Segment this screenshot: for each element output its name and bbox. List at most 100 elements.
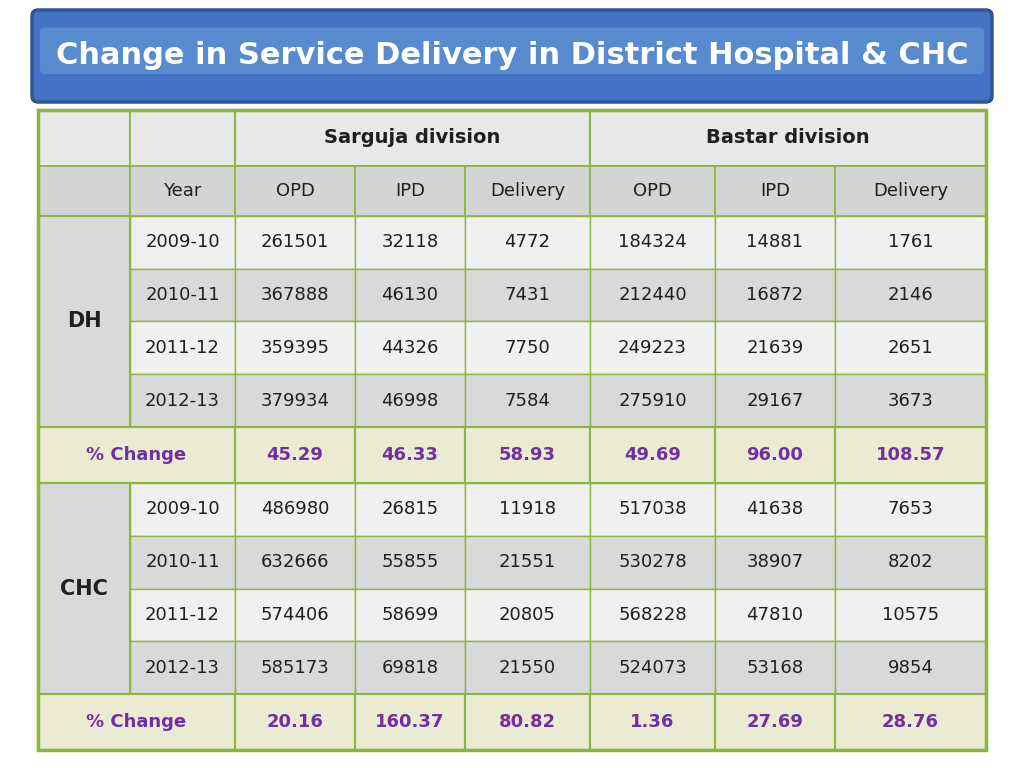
Text: 58699: 58699 [381, 606, 438, 624]
Bar [38, 110, 986, 750]
Text: 2651: 2651 [888, 339, 933, 357]
Bar [835, 322, 986, 374]
Text: 524073: 524073 [618, 659, 687, 677]
Bar [130, 588, 234, 641]
Text: 160.37: 160.37 [376, 713, 444, 731]
Text: 7653: 7653 [888, 500, 934, 518]
Text: 27.69: 27.69 [746, 713, 804, 731]
Text: 359395: 359395 [260, 339, 330, 357]
Text: 574406: 574406 [261, 606, 330, 624]
Bar [715, 374, 835, 427]
Text: 47810: 47810 [746, 606, 804, 624]
Text: 632666: 632666 [261, 553, 330, 571]
Bar [38, 588, 130, 641]
Bar [465, 269, 590, 322]
Bar [465, 374, 590, 427]
Bar [38, 483, 130, 694]
Bar [715, 216, 835, 269]
Bar [715, 427, 835, 483]
Text: IPD: IPD [760, 182, 790, 200]
Bar [590, 641, 715, 694]
Text: 379934: 379934 [260, 392, 330, 410]
Text: OPD: OPD [633, 182, 672, 200]
Text: 275910: 275910 [618, 392, 687, 410]
Text: 44326: 44326 [381, 339, 438, 357]
Text: 29167: 29167 [746, 392, 804, 410]
Bar [38, 269, 130, 322]
Bar [234, 110, 590, 166]
Bar [465, 322, 590, 374]
FancyBboxPatch shape [40, 28, 984, 74]
Bar [234, 269, 355, 322]
Text: Delivery: Delivery [489, 182, 565, 200]
Bar [38, 694, 234, 750]
Bar [590, 694, 715, 750]
Bar [835, 374, 986, 427]
Text: 2146: 2146 [888, 286, 933, 304]
Bar [715, 483, 835, 536]
Bar [590, 269, 715, 322]
Bar [465, 694, 590, 750]
Text: 4772: 4772 [505, 233, 551, 251]
Text: 46.33: 46.33 [382, 446, 438, 464]
Text: 585173: 585173 [261, 659, 330, 677]
Bar [234, 166, 355, 216]
Text: Change in Service Delivery in District Hospital & CHC: Change in Service Delivery in District H… [55, 41, 969, 71]
Bar [234, 483, 355, 536]
Bar [38, 166, 130, 216]
Bar [590, 483, 715, 536]
Bar [234, 216, 355, 269]
Text: 11918: 11918 [499, 500, 556, 518]
Bar [355, 216, 465, 269]
Text: % Change: % Change [86, 446, 186, 464]
Bar [835, 536, 986, 588]
Text: 486980: 486980 [261, 500, 329, 518]
Bar [38, 427, 234, 483]
Bar [590, 166, 715, 216]
Bar [234, 588, 355, 641]
Bar [38, 110, 130, 166]
Text: 53168: 53168 [746, 659, 804, 677]
Bar [38, 322, 130, 374]
Text: % Change: % Change [86, 713, 186, 731]
Bar [355, 322, 465, 374]
Bar [835, 216, 986, 269]
Bar [835, 641, 986, 694]
Bar [715, 166, 835, 216]
Bar [715, 322, 835, 374]
Text: 21550: 21550 [499, 659, 556, 677]
Text: 46998: 46998 [381, 392, 438, 410]
Bar [465, 216, 590, 269]
Bar [715, 269, 835, 322]
Bar [130, 374, 234, 427]
Text: 184324: 184324 [618, 233, 687, 251]
Bar [38, 536, 130, 588]
Text: 26815: 26815 [381, 500, 438, 518]
Bar [590, 588, 715, 641]
Text: 16872: 16872 [746, 286, 804, 304]
Bar [234, 427, 355, 483]
FancyBboxPatch shape [32, 10, 992, 102]
Text: 7750: 7750 [505, 339, 550, 357]
Text: 8202: 8202 [888, 553, 933, 571]
Text: 28.76: 28.76 [882, 713, 939, 731]
Text: 96.00: 96.00 [746, 446, 804, 464]
Text: Year: Year [163, 182, 202, 200]
Bar [355, 536, 465, 588]
Text: OPD: OPD [275, 182, 314, 200]
Text: 2010-11: 2010-11 [145, 286, 220, 304]
Bar [465, 536, 590, 588]
Text: 46130: 46130 [382, 286, 438, 304]
Text: 45.29: 45.29 [266, 446, 324, 464]
Text: DH: DH [67, 312, 101, 332]
Text: 530278: 530278 [618, 553, 687, 571]
Bar [835, 427, 986, 483]
Text: CHC: CHC [60, 578, 108, 598]
Text: 2012-13: 2012-13 [145, 392, 220, 410]
Text: 10575: 10575 [882, 606, 939, 624]
Bar [234, 374, 355, 427]
Bar [130, 269, 234, 322]
Text: 69818: 69818 [382, 659, 438, 677]
Text: 7431: 7431 [505, 286, 551, 304]
Bar [234, 694, 355, 750]
